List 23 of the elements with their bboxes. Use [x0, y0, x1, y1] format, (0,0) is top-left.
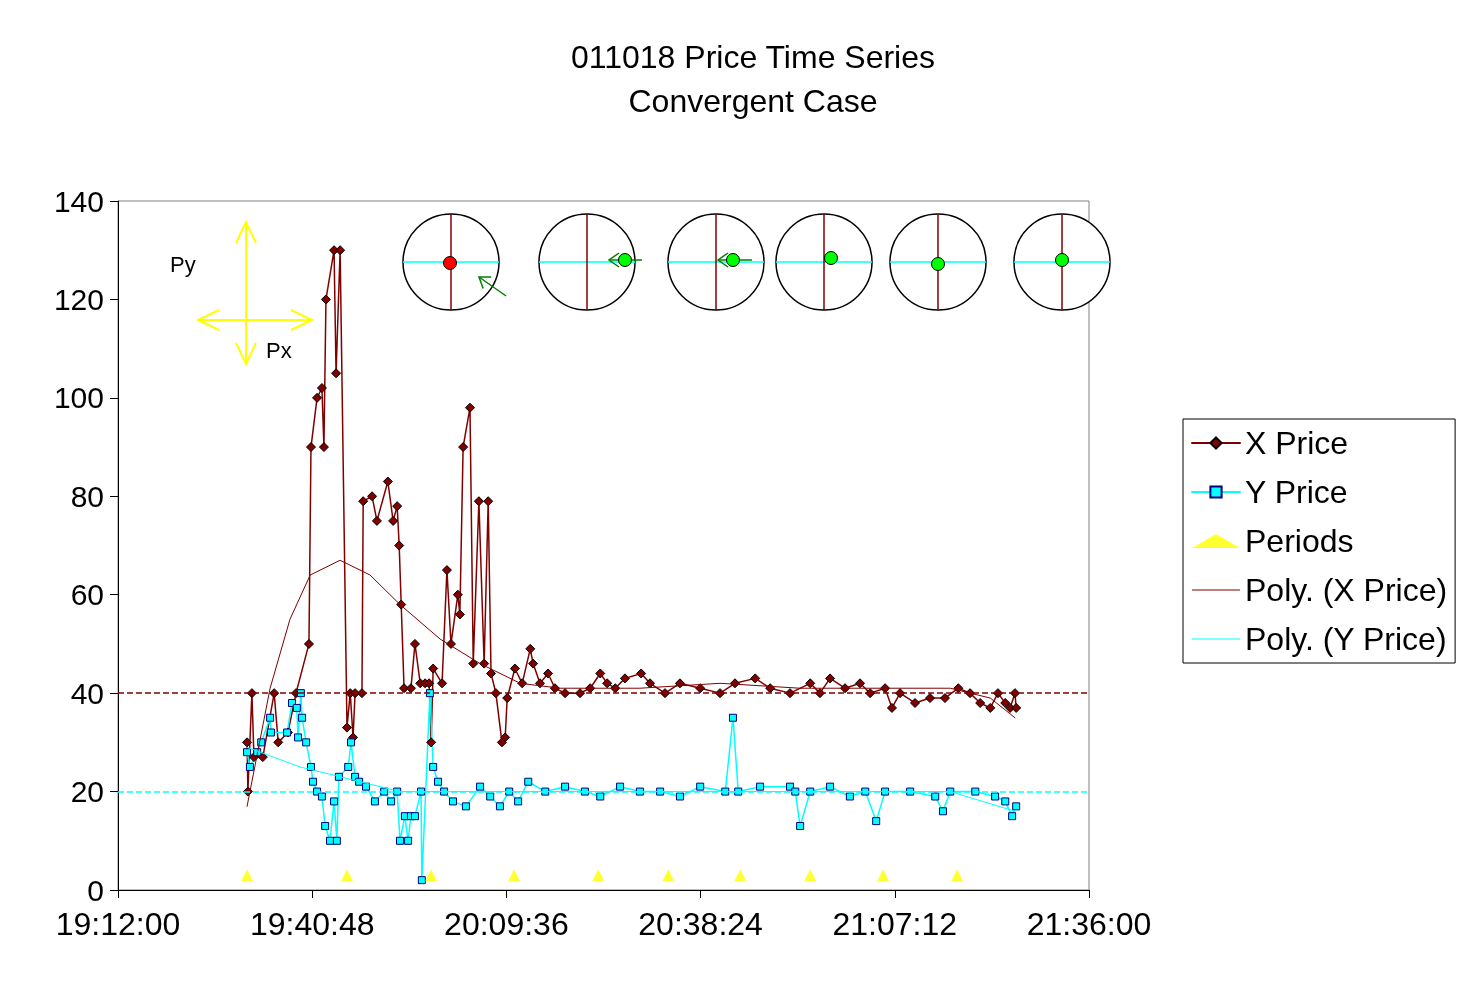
legend-label: Periods [1245, 523, 1354, 559]
y-tick-label: 100 [53, 381, 104, 415]
x-tick-label: 19:40:48 [249, 906, 375, 942]
y-tick-label: 60 [70, 578, 104, 612]
y-tick-label: 80 [70, 479, 104, 513]
x-tick-label: 20:09:36 [444, 906, 569, 942]
x-tick-label: 21:36:00 [1026, 906, 1152, 942]
annotation: Px [266, 337, 292, 363]
annotation: Py [170, 251, 196, 277]
x-tick-label: 19:12:00 [55, 906, 181, 942]
y-tick-label: 140 [53, 184, 104, 218]
chart-title: 011018 Price Time Series [570, 39, 936, 75]
x-tick-label: 21:07:12 [832, 906, 958, 942]
x-tick-label: 20:38:24 [638, 906, 763, 942]
legend-label: Poly. (X Price) [1245, 572, 1448, 608]
chart-subtitle: Convergent Case [628, 83, 878, 119]
y-tick-label: 40 [70, 676, 104, 710]
legend-label: Y Price [1245, 474, 1348, 510]
y-tick-label: 120 [53, 282, 104, 316]
legend-label: Poly. (Y Price) [1245, 621, 1447, 657]
y-tick-label: 0 [87, 873, 104, 907]
y-tick-label: 20 [70, 775, 104, 809]
legend-label: X Price [1245, 425, 1349, 461]
